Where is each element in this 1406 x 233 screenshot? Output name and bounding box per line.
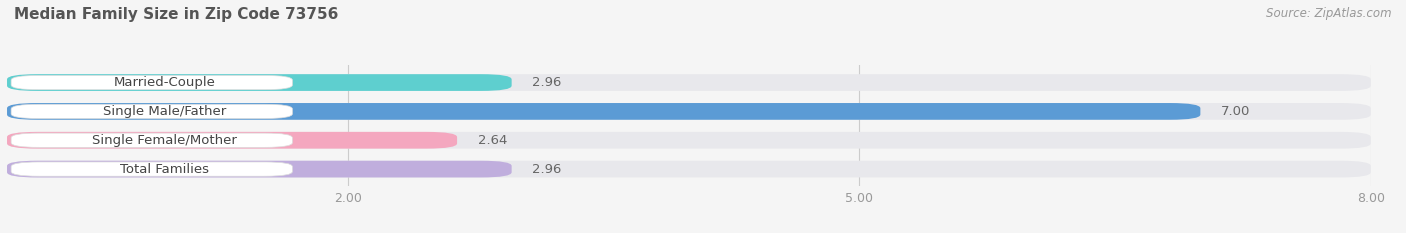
FancyBboxPatch shape: [7, 161, 1371, 178]
Text: Single Female/Mother: Single Female/Mother: [93, 134, 238, 147]
Text: Median Family Size in Zip Code 73756: Median Family Size in Zip Code 73756: [14, 7, 339, 22]
FancyBboxPatch shape: [7, 161, 512, 178]
FancyBboxPatch shape: [11, 104, 292, 119]
Text: Total Families: Total Families: [121, 163, 209, 176]
FancyBboxPatch shape: [7, 103, 1371, 120]
FancyBboxPatch shape: [11, 162, 292, 176]
Text: 2.64: 2.64: [478, 134, 508, 147]
FancyBboxPatch shape: [7, 132, 457, 149]
Text: Source: ZipAtlas.com: Source: ZipAtlas.com: [1267, 7, 1392, 20]
Text: 7.00: 7.00: [1220, 105, 1250, 118]
Text: 2.96: 2.96: [531, 163, 561, 176]
Text: 2.96: 2.96: [531, 76, 561, 89]
FancyBboxPatch shape: [7, 74, 1371, 91]
FancyBboxPatch shape: [7, 132, 1371, 149]
Text: Single Male/Father: Single Male/Father: [103, 105, 226, 118]
FancyBboxPatch shape: [11, 133, 292, 147]
FancyBboxPatch shape: [7, 74, 512, 91]
FancyBboxPatch shape: [7, 103, 1201, 120]
Text: Married-Couple: Married-Couple: [114, 76, 215, 89]
FancyBboxPatch shape: [11, 75, 292, 90]
